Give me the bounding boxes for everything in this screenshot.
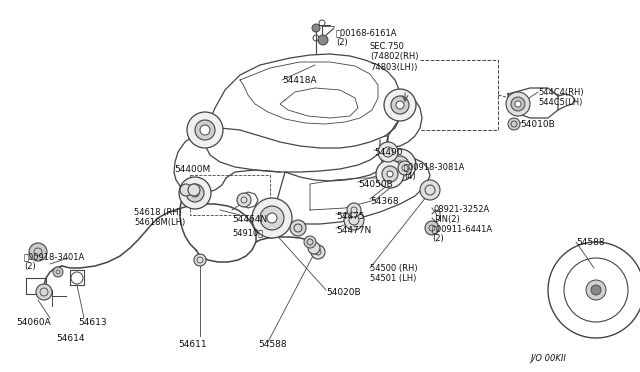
Circle shape xyxy=(267,213,277,223)
Circle shape xyxy=(384,89,416,121)
Text: 54020B: 54020B xyxy=(326,288,360,297)
Text: Ⓒ00168-6161A
(2): Ⓒ00168-6161A (2) xyxy=(336,28,397,47)
Circle shape xyxy=(36,284,52,300)
Circle shape xyxy=(191,189,199,197)
Circle shape xyxy=(318,35,328,45)
Text: SEC.750
(74802(RH)
74803(LH)): SEC.750 (74802(RH) 74803(LH)) xyxy=(370,42,419,72)
Circle shape xyxy=(398,161,412,175)
Text: 54010B: 54010B xyxy=(520,120,555,129)
Circle shape xyxy=(396,101,404,109)
Circle shape xyxy=(344,210,364,230)
Circle shape xyxy=(311,245,325,259)
Text: 54368: 54368 xyxy=(370,197,399,206)
Circle shape xyxy=(508,118,520,130)
Circle shape xyxy=(591,285,601,295)
Text: 54588: 54588 xyxy=(576,238,605,247)
Text: J/O 00KII: J/O 00KII xyxy=(530,354,566,363)
Circle shape xyxy=(384,149,416,181)
Text: 54613: 54613 xyxy=(78,318,107,327)
Text: 54618 (RH)
54618M(LH): 54618 (RH) 54618M(LH) xyxy=(134,208,185,227)
Circle shape xyxy=(586,280,606,300)
Circle shape xyxy=(53,267,63,277)
Text: 54464N: 54464N xyxy=(232,215,267,224)
Circle shape xyxy=(391,156,409,174)
Text: 54614: 54614 xyxy=(56,334,84,343)
Circle shape xyxy=(194,254,206,266)
Circle shape xyxy=(515,101,521,107)
Circle shape xyxy=(187,112,223,148)
Text: 54475: 54475 xyxy=(336,212,365,221)
Text: 54418A: 54418A xyxy=(282,76,317,85)
Circle shape xyxy=(237,193,251,207)
Text: 54500 (RH)
54501 (LH): 54500 (RH) 54501 (LH) xyxy=(370,264,418,283)
Text: Ⓒ00918-3081A
(4): Ⓒ00918-3081A (4) xyxy=(404,162,465,182)
Text: 54060A: 54060A xyxy=(16,318,51,327)
Circle shape xyxy=(425,221,439,235)
Circle shape xyxy=(378,142,398,162)
Circle shape xyxy=(308,242,320,254)
Circle shape xyxy=(290,220,306,236)
Circle shape xyxy=(396,161,404,169)
Circle shape xyxy=(376,160,404,188)
Text: 08921-3252A
PIN(2): 08921-3252A PIN(2) xyxy=(434,205,490,224)
Circle shape xyxy=(387,171,393,177)
Circle shape xyxy=(188,184,200,196)
Circle shape xyxy=(511,97,525,111)
Text: 54588: 54588 xyxy=(258,340,287,349)
Circle shape xyxy=(420,180,440,200)
Circle shape xyxy=(347,203,361,217)
Text: 54490: 54490 xyxy=(374,148,403,157)
Circle shape xyxy=(186,184,204,202)
Text: 54400M: 54400M xyxy=(174,165,211,174)
Circle shape xyxy=(29,243,47,261)
Text: 54611: 54611 xyxy=(178,340,207,349)
Text: 54477N: 54477N xyxy=(336,226,371,235)
Circle shape xyxy=(391,96,409,114)
Circle shape xyxy=(312,24,320,32)
Circle shape xyxy=(252,198,292,238)
Text: 544C4(RH)
544C5(LH): 544C4(RH) 544C5(LH) xyxy=(538,88,584,108)
Circle shape xyxy=(260,206,284,230)
Circle shape xyxy=(179,177,211,209)
Text: 54050B: 54050B xyxy=(358,180,393,189)
Circle shape xyxy=(382,166,398,182)
Text: 54910Ⓑ: 54910Ⓑ xyxy=(232,228,263,237)
Circle shape xyxy=(200,125,210,135)
Circle shape xyxy=(195,120,215,140)
Text: Ⓒ00918-3401A
(2): Ⓒ00918-3401A (2) xyxy=(24,252,85,272)
Text: Ⓒ00911-6441A
(2): Ⓒ00911-6441A (2) xyxy=(432,224,493,243)
Circle shape xyxy=(304,236,316,248)
Circle shape xyxy=(180,184,192,196)
Circle shape xyxy=(506,92,530,116)
